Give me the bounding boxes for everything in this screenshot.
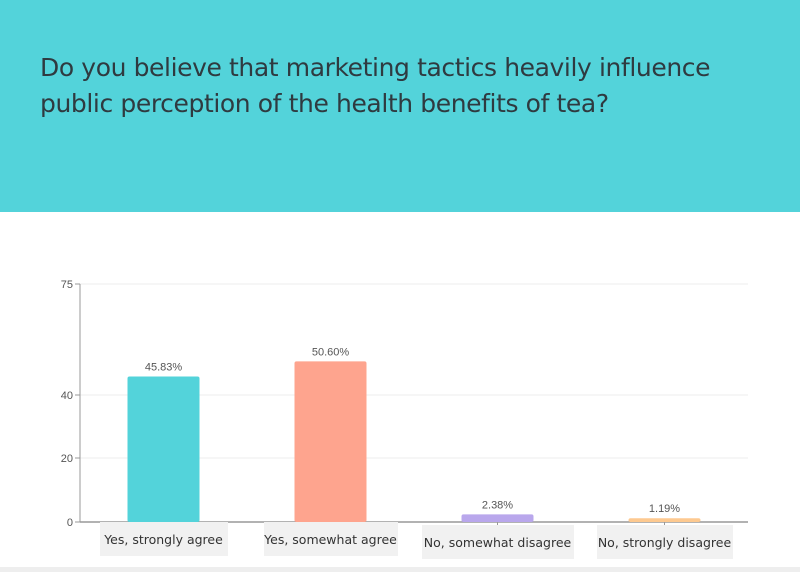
y-tick-label: 75 (61, 279, 73, 291)
y-tick-label: 20 (61, 453, 73, 465)
bars (127, 361, 701, 522)
bar (461, 514, 534, 522)
x-tick-label: No, strongly disagree (596, 525, 733, 559)
question-title: Do you believe that marketing tactics he… (40, 53, 711, 118)
value-labels: 45.83% 50.60% 2.38% 1.19% (145, 346, 680, 515)
bar (628, 518, 701, 522)
bar (294, 361, 367, 522)
bottom-divider (0, 567, 800, 572)
data-label: 45.83% (145, 362, 183, 374)
y-tick-label: 40 (61, 390, 73, 402)
bar (127, 376, 200, 522)
x-tick-label: No, somewhat disagree (421, 525, 574, 559)
data-label: 2.38% (482, 499, 513, 511)
question-header: Do you believe that marketing tactics he… (0, 0, 800, 212)
data-label: 50.60% (312, 346, 350, 358)
y-tick-label: 0 (67, 517, 73, 529)
data-label: 1.19% (649, 503, 680, 515)
x-tick-label: Yes, somewhat agree (263, 522, 398, 556)
x-tick-label: Yes, strongly agree (99, 522, 228, 556)
